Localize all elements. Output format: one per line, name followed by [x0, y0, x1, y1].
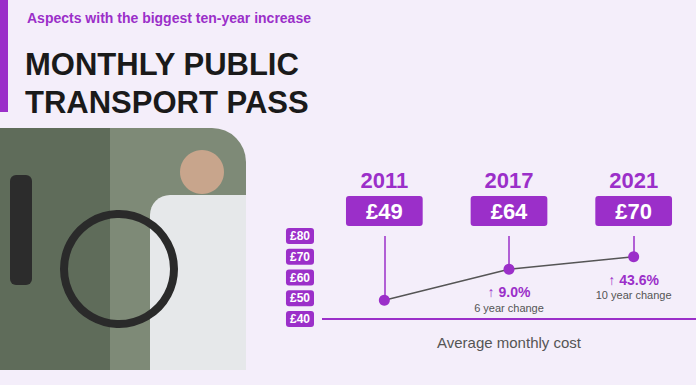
svg-text:£80: £80 — [290, 229, 310, 243]
svg-text:£60: £60 — [290, 271, 310, 285]
svg-text:↑ 43.6%: ↑ 43.6% — [608, 272, 659, 288]
svg-text:Aspects with the biggest ten-y: Aspects with the biggest ten-year increa… — [27, 10, 311, 26]
svg-text:£49: £49 — [366, 199, 403, 224]
svg-text:£70: £70 — [615, 199, 652, 224]
svg-text:£40: £40 — [290, 312, 310, 326]
svg-text:TRANSPORT PASS: TRANSPORT PASS — [25, 85, 309, 120]
svg-text:2021: 2021 — [609, 168, 658, 193]
svg-text:Average monthly cost: Average monthly cost — [437, 334, 582, 351]
svg-text:MONTHLY PUBLIC: MONTHLY PUBLIC — [25, 47, 307, 82]
svg-text:£70: £70 — [290, 250, 310, 264]
svg-text:10 year change: 10 year change — [596, 289, 672, 301]
svg-text:6 year change: 6 year change — [474, 302, 544, 314]
svg-text:£50: £50 — [290, 291, 310, 305]
svg-text:↑ 9.0%: ↑ 9.0% — [488, 284, 531, 300]
svg-text:2011: 2011 — [360, 168, 408, 193]
svg-text:£64: £64 — [491, 199, 528, 224]
svg-text:2017: 2017 — [485, 168, 534, 193]
